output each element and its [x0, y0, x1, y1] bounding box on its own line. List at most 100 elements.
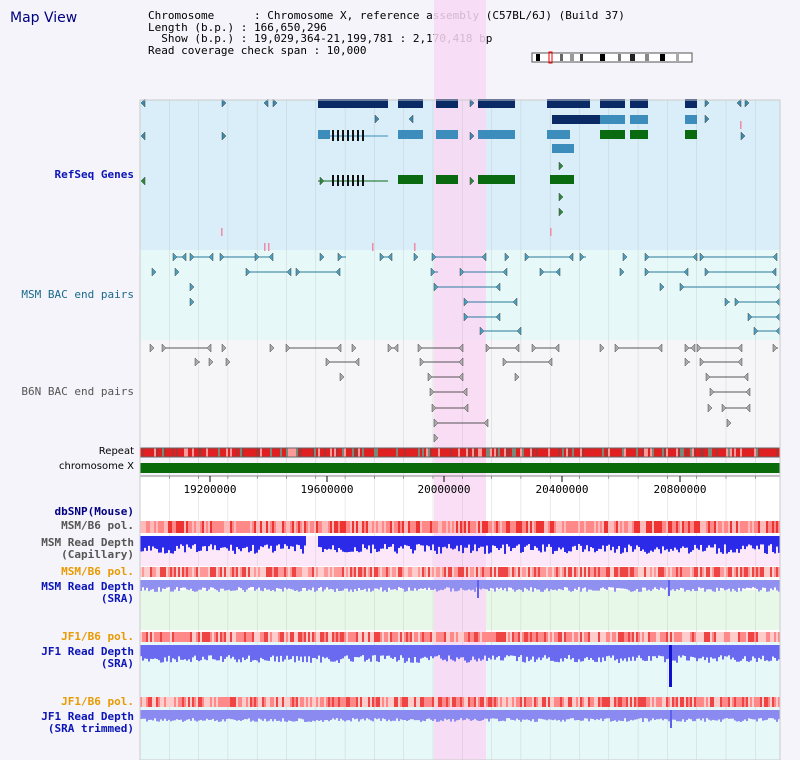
read-depth-bar — [720, 580, 722, 588]
polymorphism-cell — [654, 697, 656, 707]
polymorphism-cell — [740, 521, 742, 533]
repeat-element — [302, 448, 304, 457]
polymorphism-cell — [394, 632, 396, 642]
polymorphism-cell — [722, 521, 724, 533]
read-depth-bar — [196, 710, 198, 722]
read-depth-bar — [422, 536, 424, 546]
read-depth-bar — [776, 580, 778, 591]
read-depth-bar — [542, 645, 544, 658]
read-depth-bar — [522, 710, 524, 720]
polymorphism-cell — [706, 567, 708, 577]
polymorphism-cell — [396, 521, 398, 533]
repeat-element — [656, 448, 658, 457]
polymorphism-cell — [188, 567, 190, 577]
read-depth-bar — [522, 536, 524, 552]
polymorphism-cell — [550, 521, 552, 533]
track-label-msm-bac[interactable]: MSM BAC end pairs — [21, 288, 134, 301]
read-depth-bar — [678, 536, 680, 553]
polymorphism-cell — [712, 697, 714, 707]
polymorphism-cell — [508, 521, 510, 533]
polymorphism-cell — [378, 521, 380, 533]
repeat-element — [742, 448, 744, 457]
read-depth-bar — [612, 580, 614, 588]
read-depth-bar — [304, 645, 306, 657]
repeat-element — [552, 448, 554, 457]
repeat-element — [518, 448, 520, 457]
track-label-jf1-depth-sra[interactable]: JF1 Read Depth (SRA) — [41, 645, 134, 670]
ideogram-band — [600, 54, 605, 61]
polymorphism-cell — [498, 567, 500, 577]
polymorphism-cell — [270, 697, 272, 707]
track-label-jf1-depth-trimmed[interactable]: JF1 Read Depth (SRA trimmed) — [41, 710, 134, 735]
read-depth-bar — [464, 580, 466, 591]
read-depth-bar — [440, 645, 442, 659]
polymorphism-cell — [752, 632, 754, 642]
read-depth-bar — [332, 580, 334, 590]
gene-strand-arrow — [558, 207, 564, 217]
read-depth-bar — [200, 710, 202, 720]
track-label-jf1-b6-pol-2[interactable]: JF1/B6 pol. — [61, 695, 134, 708]
polymorphism-cell — [444, 567, 446, 577]
read-depth-bar — [156, 645, 158, 659]
b6n-bac-end — [554, 343, 560, 353]
read-depth-bar — [626, 710, 628, 722]
polymorphism-cell — [612, 521, 614, 533]
polymorphism-cell — [528, 697, 530, 707]
polymorphism-cell — [538, 521, 540, 533]
read-depth-bar — [300, 710, 302, 719]
track-label-b6n-bac[interactable]: B6N BAC end pairs — [21, 385, 134, 398]
polymorphism-cell — [662, 521, 664, 533]
polymorphism-cell — [472, 567, 474, 577]
read-depth-bar — [554, 580, 556, 590]
track-label-msm-depth-sra[interactable]: MSM Read Depth (SRA) — [41, 580, 134, 605]
polymorphism-cell — [430, 567, 432, 577]
track-label-msm-depth-capillary[interactable]: MSM Read Depth (Capillary) — [41, 536, 134, 561]
read-depth-bar — [160, 580, 162, 592]
read-depth-bar — [294, 645, 296, 663]
track-label-msm-b6-pol-2[interactable]: MSM/B6 pol. — [61, 565, 134, 578]
read-depth-bar — [428, 710, 430, 719]
read-depth-bar — [362, 580, 364, 590]
polymorphism-cell — [216, 632, 218, 642]
track-label-msm-b6-pol-1[interactable]: MSM/B6 pol. — [61, 519, 134, 532]
repeat-element — [610, 448, 612, 457]
track-label-dbsnp[interactable]: dbSNP(Mouse) — [54, 505, 134, 518]
read-depth-bar — [664, 580, 666, 590]
read-depth-bar — [636, 580, 638, 590]
read-depth-bar — [676, 710, 678, 722]
read-depth-bar — [296, 536, 298, 545]
polymorphism-cell — [534, 632, 536, 642]
track-label-jf1-b6-pol-1[interactable]: JF1/B6 pol. — [61, 630, 134, 643]
repeat-element — [704, 448, 706, 457]
read-depth-bar — [392, 710, 394, 721]
repeat-element — [492, 448, 494, 457]
polymorphism-cell — [350, 697, 352, 707]
repeat-element — [200, 448, 202, 457]
polymorphism-cell — [630, 567, 632, 577]
read-depth-bar — [754, 710, 756, 720]
track-label-refseq[interactable]: RefSeq Genes — [54, 168, 134, 181]
msm-bac-end — [245, 267, 251, 277]
polymorphism-cell — [352, 632, 354, 642]
polymorphism-cell — [390, 521, 392, 533]
polymorphism-cell — [420, 697, 422, 707]
read-depth-bar — [492, 645, 494, 656]
polymorphism-cell — [366, 697, 368, 707]
read-depth-bar — [490, 645, 492, 660]
polymorphism-cell — [180, 521, 182, 533]
repeat-element — [744, 448, 746, 457]
polymorphism-cell — [500, 632, 502, 642]
polymorphism-cell — [200, 521, 202, 533]
msm-bac-end — [431, 252, 437, 262]
polymorphism-cell — [184, 697, 186, 707]
polymorphism-cell — [210, 632, 212, 642]
polymorphism-cell — [466, 567, 468, 577]
read-depth-bar — [282, 536, 284, 549]
read-depth-bar — [574, 580, 576, 589]
read-depth-bar — [220, 645, 222, 657]
polymorphism-cell — [210, 697, 212, 707]
polymorphism-cell — [310, 697, 312, 707]
read-depth-bar — [572, 580, 574, 592]
read-depth-bar — [684, 536, 686, 548]
